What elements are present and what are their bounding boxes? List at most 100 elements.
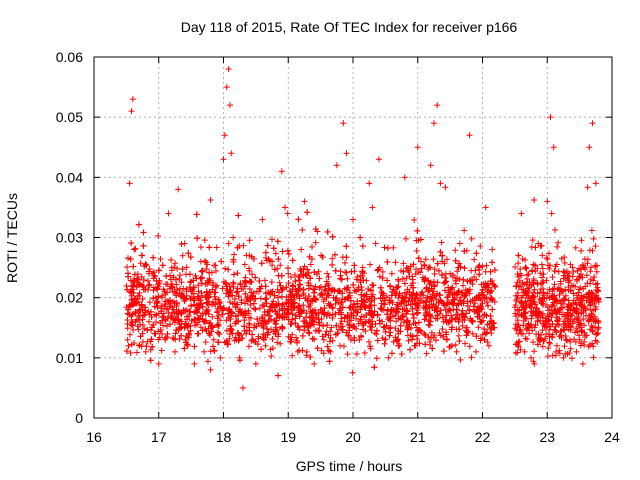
data-point [358, 287, 365, 294]
x-tick-label: 23 [539, 429, 555, 445]
data-point [403, 275, 410, 282]
data-point [186, 331, 193, 338]
data-point [246, 285, 253, 292]
data-point [405, 337, 412, 344]
data-point [426, 281, 433, 288]
data-point [242, 300, 249, 307]
data-point [392, 259, 399, 266]
data-point [334, 288, 341, 295]
data-point [456, 314, 463, 321]
data-point [466, 343, 473, 350]
x-tick-label: 16 [86, 429, 102, 445]
data-point [471, 256, 478, 263]
data-point [312, 239, 319, 246]
data-point [271, 266, 278, 273]
data-point [366, 338, 373, 345]
data-point [289, 352, 296, 359]
data-point [168, 264, 175, 271]
data-point [146, 281, 153, 288]
data-point [215, 322, 222, 329]
data-point [457, 356, 464, 363]
data-point [193, 302, 200, 309]
data-point [384, 245, 391, 252]
data-point [442, 287, 449, 294]
data-point [167, 313, 174, 320]
data-point [309, 319, 316, 326]
data-point [225, 293, 232, 300]
data-point [350, 281, 357, 288]
data-point [425, 266, 432, 273]
data-point [489, 297, 496, 304]
data-point [325, 332, 332, 339]
data-point [430, 256, 437, 263]
data-point [138, 273, 145, 280]
data-point [134, 275, 141, 282]
data-point [438, 271, 445, 278]
data-point [338, 323, 345, 330]
data-point [139, 321, 146, 328]
data-point [158, 302, 165, 309]
data-point [403, 302, 410, 309]
data-point [371, 302, 378, 309]
data-point [290, 296, 297, 303]
data-point [380, 324, 387, 331]
data-point [139, 338, 146, 345]
data-point [295, 324, 302, 331]
data-point [424, 308, 431, 315]
data-point [345, 322, 352, 329]
data-point [332, 300, 339, 307]
data-point [379, 268, 386, 275]
data-point [358, 291, 365, 298]
data-point [203, 265, 210, 272]
data-point [475, 292, 482, 299]
data-point [183, 288, 190, 295]
y-axis-label: ROTI / TECUs [4, 193, 20, 283]
data-point [319, 333, 326, 340]
data-point [288, 274, 295, 281]
data-point [482, 283, 489, 290]
data-point [285, 333, 292, 340]
data-point [197, 324, 204, 331]
data-point [458, 310, 465, 317]
data-point [400, 260, 407, 267]
data-point [194, 235, 201, 242]
data-point [303, 352, 310, 359]
data-point [181, 345, 188, 352]
data-point [446, 305, 453, 312]
data-point [455, 332, 462, 339]
data-point [156, 334, 163, 341]
data-point [214, 329, 221, 336]
data-point [147, 357, 154, 364]
data-point [308, 243, 315, 250]
data-point [195, 282, 202, 289]
data-point [193, 275, 200, 282]
data-point [300, 302, 307, 309]
data-point [202, 281, 209, 288]
data-point [162, 291, 169, 298]
data-point [413, 247, 420, 254]
data-point [284, 210, 291, 217]
y-tick-label: 0.03 [56, 230, 83, 246]
data-point [430, 288, 437, 295]
data-point [206, 269, 213, 276]
data-point [274, 294, 281, 301]
data-point [277, 262, 284, 269]
data-point [232, 334, 239, 341]
data-point [176, 285, 183, 292]
data-point [418, 265, 425, 272]
data-point [247, 301, 254, 308]
data-point [231, 251, 238, 258]
data-point [468, 354, 475, 361]
data-point [403, 319, 410, 326]
x-tick-label: 19 [280, 429, 296, 445]
y-tick-label: 0.02 [56, 290, 83, 306]
data-point [431, 270, 438, 277]
data-point [392, 334, 399, 341]
data-point [212, 267, 219, 274]
data-point [428, 329, 435, 336]
data-point [162, 281, 169, 288]
data-point [132, 245, 139, 252]
data-point [233, 289, 240, 296]
data-point [243, 296, 250, 303]
data-point [406, 321, 413, 328]
